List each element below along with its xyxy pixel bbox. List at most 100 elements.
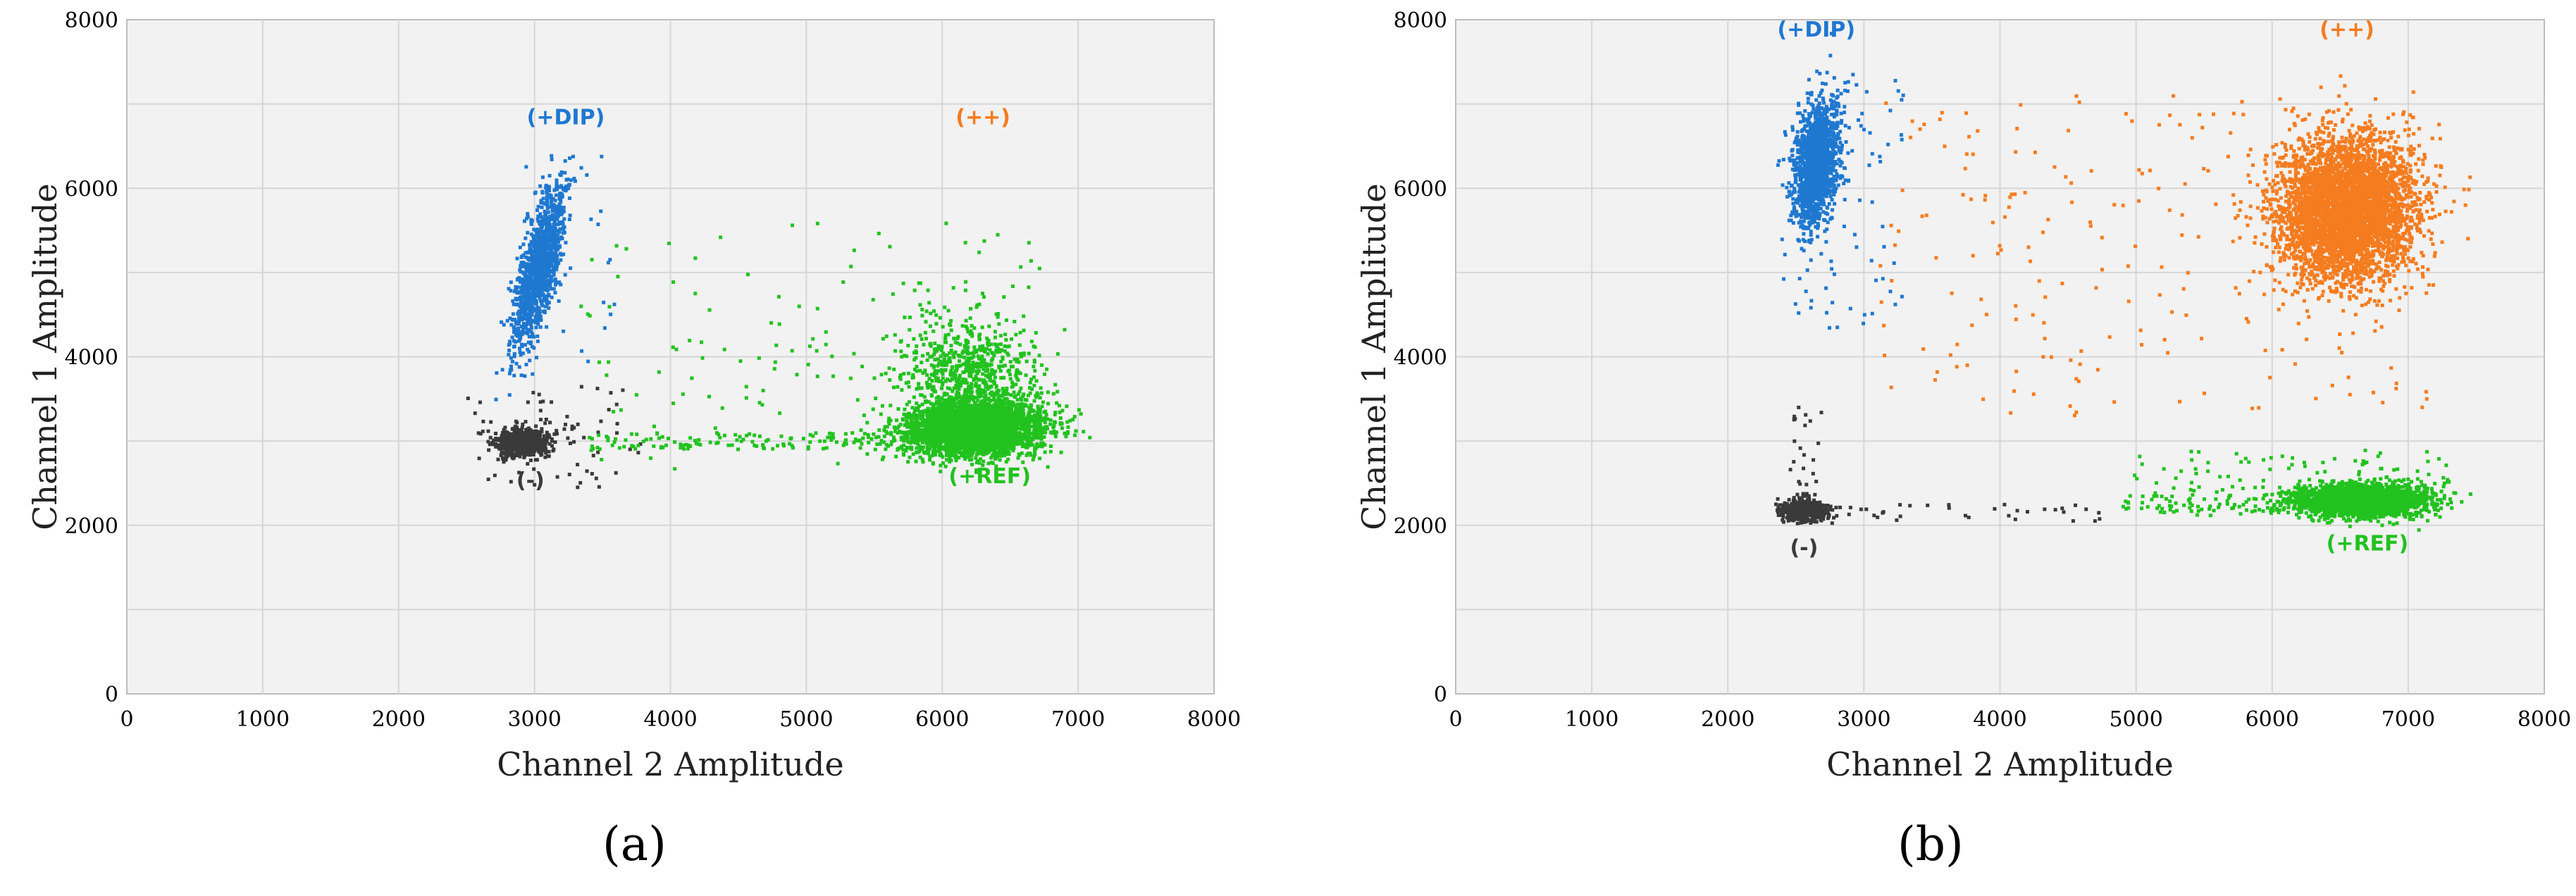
point-series-1: [527, 349, 531, 354]
point-series-0: [531, 433, 535, 437]
point-series-2: [822, 439, 826, 443]
point-series-2: [989, 456, 993, 460]
point-series-1: [521, 277, 525, 281]
point-series-1: [522, 219, 526, 223]
point-series-1: [528, 320, 533, 324]
point-series-1: [563, 170, 567, 175]
point-series-2: [1029, 403, 1034, 407]
point-series-0: [509, 447, 514, 452]
point-series-1: [553, 259, 557, 263]
point-series-1: [527, 270, 531, 275]
point-series-1: [519, 299, 523, 303]
point-series-1: [540, 219, 545, 223]
point-series-1: [580, 349, 584, 353]
point-series-0: [502, 447, 506, 451]
point-series-0: [526, 461, 530, 466]
point-series-1: [562, 329, 566, 333]
point-series-2: [688, 436, 693, 440]
point-series-2: [946, 453, 950, 457]
point-series-2: [860, 442, 864, 446]
point-series-2: [753, 433, 757, 437]
point-series-1: [547, 205, 552, 209]
point-series-2: [720, 406, 724, 410]
point-series-2: [635, 433, 639, 437]
point-series-2: [600, 457, 604, 461]
point-series-1: [571, 154, 575, 158]
point-series-1: [533, 297, 537, 301]
point-series-1: [551, 204, 555, 208]
point-series-1: [545, 266, 549, 270]
point-series-0: [517, 471, 521, 475]
point-series-2: [991, 419, 996, 423]
point-series-0: [500, 450, 504, 454]
point-series-1: [527, 313, 531, 318]
point-series-1: [539, 283, 543, 287]
point-series-2: [994, 444, 998, 448]
point-series-2: [989, 435, 993, 439]
point-series-1: [537, 287, 541, 291]
point-series-2: [915, 420, 919, 424]
point-series-1: [552, 273, 556, 277]
point-series-1: [554, 257, 558, 261]
point-series-1: [529, 239, 533, 244]
point-series-1: [528, 256, 532, 261]
point-series-2: [962, 453, 967, 457]
point-series-2: [928, 454, 932, 459]
point-series-1: [531, 263, 535, 268]
point-series-1: [543, 209, 547, 213]
point-series-2: [588, 313, 592, 318]
point-series-2: [597, 447, 602, 452]
point-series-0: [518, 439, 522, 443]
point-series-2: [616, 275, 620, 279]
point-series-1: [515, 320, 519, 324]
point-series-0: [504, 456, 508, 461]
point-series-1: [515, 256, 519, 261]
point-series-2: [1013, 403, 1017, 407]
point-series-2: [1033, 450, 1037, 454]
point-series-0: [478, 400, 482, 404]
point-series-0: [507, 437, 511, 442]
point-series-2: [866, 433, 870, 437]
point-series-2: [950, 447, 954, 452]
point-series-0: [538, 430, 543, 434]
point-series-1: [551, 197, 555, 201]
point-series-2: [760, 403, 764, 407]
point-series-2: [761, 388, 765, 392]
point-series-1: [529, 286, 533, 290]
point-series-2: [992, 454, 996, 458]
point-series-2: [933, 453, 937, 457]
point-series-0: [533, 440, 537, 444]
point-series-0: [520, 447, 524, 451]
point-series-2: [951, 286, 955, 290]
point-series-0: [519, 442, 524, 447]
point-series-1: [518, 350, 522, 354]
point-series-0: [537, 392, 541, 397]
point-series-1: [560, 192, 564, 197]
point-series-2: [944, 221, 948, 225]
point-series-1: [540, 205, 544, 209]
point-series-2: [911, 452, 915, 456]
point-series-2: [1005, 433, 1010, 437]
point-series-2: [936, 402, 940, 406]
point-series-0: [596, 450, 600, 454]
point-series-2: [1017, 433, 1022, 437]
point-series-1: [559, 200, 563, 204]
point-series-2: [1031, 458, 1035, 462]
point-series-1: [531, 268, 535, 272]
point-series-2: [947, 448, 951, 452]
point-series-2: [913, 433, 917, 437]
point-series-0: [520, 432, 524, 436]
point-series-0: [615, 431, 619, 435]
point-series-1: [543, 261, 547, 265]
point-series-1: [540, 222, 545, 226]
point-series-2: [595, 445, 600, 449]
point-series-2: [586, 312, 590, 316]
point-series-2: [612, 409, 616, 413]
point-series-1: [527, 287, 531, 291]
point-series-1: [545, 299, 550, 304]
point-series-1: [502, 323, 506, 327]
point-series-2: [877, 435, 881, 439]
point-series-1: [547, 294, 551, 298]
point-series-2: [776, 444, 780, 448]
point-series-0: [526, 447, 531, 452]
